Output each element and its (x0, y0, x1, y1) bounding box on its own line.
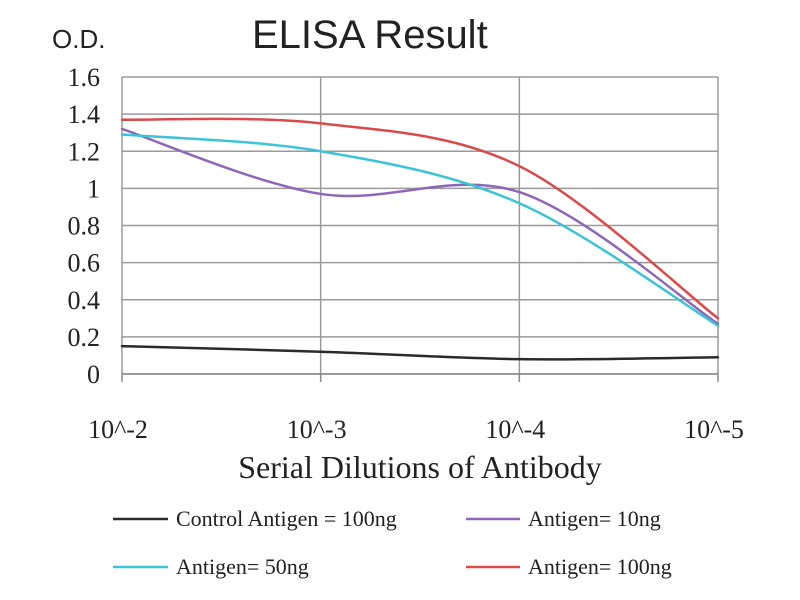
x-tick-label-3: 10^-5 (684, 415, 744, 444)
y-axis-label: O.D. (52, 24, 105, 54)
x-tick-label-2: 10^-4 (485, 415, 545, 444)
x-axis-title: Serial Dilutions of Antibody (238, 449, 602, 485)
series-line-2 (121, 133, 719, 327)
x-tick-label-0: 10^-2 (88, 415, 148, 444)
data-point-2-0 (120, 133, 124, 136)
y-tick-label-1: 0.2 (68, 323, 101, 352)
legend: Control Antigen = 100ng Antigen= 10ng Anti… (113, 506, 672, 579)
data-point-2-2 (518, 202, 521, 205)
legend-label-0: Control Antigen = 100ng (176, 506, 397, 531)
y-tick-label-0: 0 (87, 360, 100, 389)
data-point-3-0 (120, 118, 124, 121)
legend-label-3: Antigen= 100ng (528, 554, 672, 579)
series-line-0 (121, 344, 719, 361)
data-point-1-1 (319, 192, 322, 196)
data-point-2-1 (319, 150, 322, 153)
y-tick-label-7: 1.4 (68, 100, 101, 129)
y-tick-label-8: 1.6 (68, 63, 101, 92)
data-point-0-2 (518, 357, 521, 361)
y-tick-label-5: 1 (87, 174, 100, 203)
series-line-1 (121, 127, 719, 325)
data-point-1-0 (120, 127, 124, 131)
data-point-3-3 (716, 317, 720, 320)
data-point-0-0 (120, 344, 124, 348)
series-line-3 (121, 117, 719, 320)
y-tick-label-3: 0.6 (68, 249, 101, 278)
data-point-0-3 (716, 356, 720, 359)
x-tick-label-1: 10^-3 (287, 415, 347, 444)
data-point-1-2 (518, 190, 521, 194)
data-point-3-1 (319, 122, 322, 125)
y-tick-label-6: 1.2 (68, 137, 101, 166)
data-point-3-2 (518, 164, 521, 168)
legend-label-1: Antigen= 10ng (528, 506, 661, 531)
chart-title: ELISA Result (252, 13, 488, 57)
series-lines (120, 117, 720, 361)
y-tick-label-4: 0.8 (68, 212, 101, 241)
y-tick-label-2: 0.4 (68, 286, 101, 315)
y-tick-labels: 0 0.2 0.4 0.6 0.8 1 1.2 1.4 1.6 (68, 63, 101, 389)
data-point-2-3 (716, 324, 720, 327)
grid-lines (121, 76, 719, 382)
data-point-0-1 (319, 350, 322, 353)
x-tick-labels: 10^-2 10^-3 10^-4 10^-5 (88, 415, 744, 444)
legend-label-2: Antigen= 50ng (176, 554, 309, 579)
